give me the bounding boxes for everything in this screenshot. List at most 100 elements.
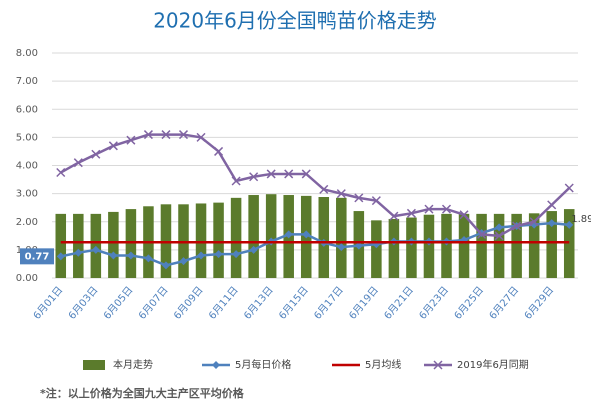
point — [249, 172, 259, 182]
x-tick-label: 6月27日 — [487, 284, 521, 322]
bar — [195, 203, 207, 278]
point — [109, 251, 118, 260]
x-tick-label: 6月01日 — [31, 284, 65, 322]
point — [179, 257, 188, 266]
point — [232, 250, 241, 259]
x-tick-label: 6月17日 — [312, 284, 346, 322]
point — [126, 135, 136, 145]
bar — [388, 218, 400, 278]
point — [424, 204, 434, 214]
bar — [493, 213, 505, 278]
point — [354, 193, 364, 203]
y-tick-label: 6.00 — [16, 104, 38, 115]
point — [161, 130, 171, 140]
y-tick-label: 3.00 — [16, 189, 38, 200]
point — [512, 221, 522, 231]
footnote: *注：以上价格为全国九大主产区平均价格 — [40, 386, 245, 400]
point — [108, 141, 118, 151]
point — [56, 252, 65, 261]
bar — [230, 197, 242, 278]
data-label: 1.89 — [571, 214, 591, 225]
legend-label: 本月走势 — [113, 358, 153, 371]
bar — [318, 197, 330, 278]
point — [565, 220, 574, 229]
point — [178, 130, 189, 140]
bar — [371, 220, 382, 278]
bar — [563, 209, 575, 278]
point — [302, 230, 311, 239]
bar — [265, 194, 277, 278]
point — [249, 245, 258, 254]
point — [564, 183, 574, 193]
y-tick-label: 8.00 — [16, 48, 38, 59]
point — [301, 169, 311, 179]
y-tick-label: 0.00 — [16, 273, 38, 284]
x-tick-label: 6月21日 — [382, 284, 416, 322]
legend-label: 2019年6月同期 — [457, 358, 529, 371]
line — [60, 133, 571, 238]
point — [266, 169, 276, 179]
point — [91, 149, 101, 159]
y-tick-label: 2.00 — [16, 217, 38, 228]
point — [406, 208, 416, 218]
point — [143, 130, 153, 140]
bar — [528, 213, 540, 278]
bar — [423, 214, 435, 278]
point — [144, 254, 153, 263]
point — [319, 184, 329, 194]
x-tick-label: 6月07日 — [136, 284, 170, 322]
point — [214, 250, 223, 259]
x-tick-label: 6月23日 — [417, 284, 451, 322]
point — [354, 241, 363, 250]
legend-swatch — [83, 360, 105, 370]
point — [529, 217, 539, 227]
point — [284, 230, 293, 239]
x-tick-label: 6月05日 — [101, 284, 135, 322]
bar — [125, 209, 137, 278]
x-tick-label: 6月13日 — [241, 284, 275, 322]
bar — [213, 202, 224, 278]
x-tick-label: 6月25日 — [452, 284, 486, 322]
x-tick-label: 6月19日 — [347, 284, 381, 322]
y-tick-label: 4.00 — [16, 161, 38, 172]
legend-marker — [212, 361, 220, 369]
legend-label: 5月每日价格 — [235, 358, 291, 371]
legend-marker — [433, 360, 443, 370]
bar — [73, 213, 84, 278]
point — [494, 231, 504, 241]
point — [371, 196, 381, 206]
point — [197, 251, 206, 260]
chart-title: 2020年6月份全国鸭苗价格走势 — [153, 9, 437, 33]
point — [337, 243, 346, 252]
bar — [108, 211, 119, 278]
point — [74, 248, 83, 257]
line — [60, 221, 570, 267]
bar — [248, 195, 259, 278]
legend-label: 5月均线 — [365, 358, 401, 371]
bar — [458, 213, 470, 278]
y-tick-label: 7.00 — [16, 76, 38, 87]
point — [477, 229, 487, 239]
point — [161, 261, 170, 270]
bar — [511, 213, 522, 278]
x-tick-label: 6月11日 — [206, 284, 240, 322]
y-tick-label: 5.00 — [16, 132, 38, 143]
bar — [406, 217, 417, 278]
point — [389, 211, 399, 221]
x-tick-label: 6月15日 — [277, 284, 311, 322]
data-label-box — [20, 248, 54, 265]
point — [231, 176, 241, 186]
point — [336, 189, 346, 199]
point — [196, 132, 206, 142]
point — [284, 169, 294, 179]
bar — [441, 213, 452, 278]
point — [459, 210, 469, 220]
point — [547, 219, 556, 228]
data-label: 0.77 — [25, 251, 50, 262]
bar — [546, 211, 557, 278]
x-tick-label: 6月29日 — [522, 284, 556, 322]
point — [126, 251, 135, 260]
x-tick-label: 6月03日 — [66, 284, 100, 322]
point — [214, 146, 224, 156]
